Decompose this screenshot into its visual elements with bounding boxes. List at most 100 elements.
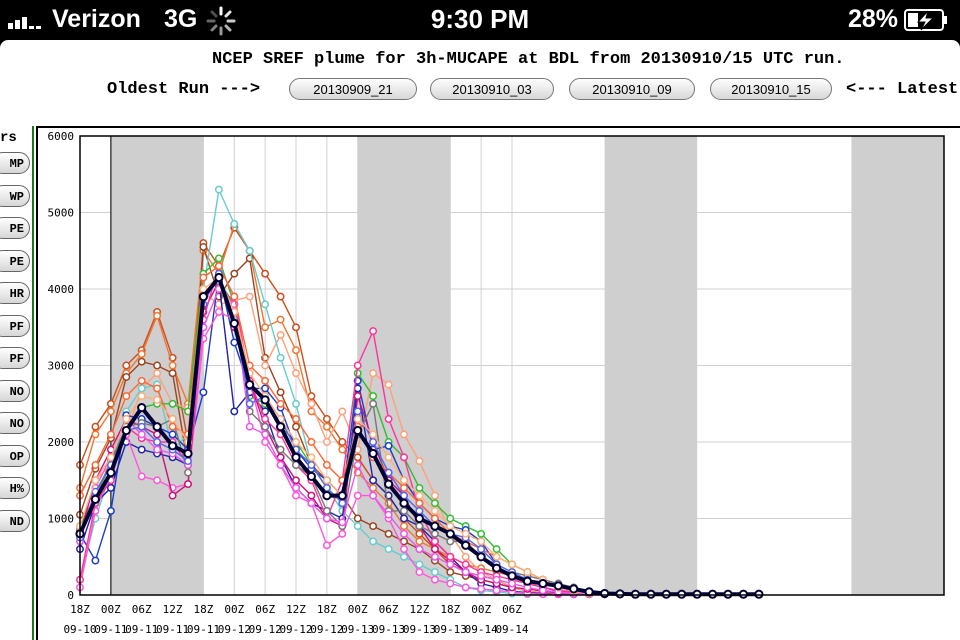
data-point (199, 242, 208, 251)
data-point (153, 445, 162, 454)
data-point (261, 376, 270, 385)
data-point (430, 529, 439, 538)
sidebar-param-button[interactable]: HR (0, 282, 30, 304)
x-tick-hour-label: 00Z (224, 603, 244, 616)
data-point (353, 361, 362, 370)
data-point (415, 529, 424, 538)
sidebar-param-button[interactable]: PF (0, 314, 30, 337)
x-tick-hour-label: 00Z (348, 603, 368, 616)
data-point (754, 589, 764, 599)
data-point (153, 476, 162, 485)
data-point (507, 571, 517, 581)
sidebar-header: rs (0, 130, 17, 146)
data-point (122, 392, 131, 401)
data-point (307, 499, 316, 508)
data-point (476, 552, 486, 562)
data-point (261, 415, 270, 423)
data-point (338, 445, 347, 454)
data-point (353, 407, 362, 416)
data-point (230, 407, 239, 416)
data-point (400, 522, 408, 531)
data-point (292, 415, 300, 423)
sidebar-param-button[interactable]: OP (0, 444, 30, 467)
sidebar-param-button[interactable]: ND (0, 509, 30, 532)
data-point (508, 560, 516, 569)
data-point (430, 506, 439, 515)
data-point (106, 453, 115, 462)
data-point (137, 350, 146, 358)
data-point (292, 422, 300, 431)
data-point (415, 483, 424, 492)
activity-spinner-icon (206, 6, 236, 36)
data-point (446, 514, 455, 523)
run-button-20130910-15[interactable]: 20130910_15 (710, 78, 832, 100)
data-point (214, 254, 223, 263)
sidebar-param-button[interactable]: PE (0, 249, 30, 272)
sidebar-param-button[interactable]: NO (0, 379, 30, 402)
data-point (276, 388, 285, 397)
data-point (91, 461, 100, 469)
data-point (415, 545, 424, 554)
x-tick-date-label: 09-10 (63, 623, 96, 636)
data-point (461, 560, 470, 569)
data-point (553, 581, 563, 591)
data-point (106, 430, 115, 439)
y-tick-label: 0 (67, 589, 74, 602)
data-point (446, 568, 455, 577)
data-point (276, 292, 285, 301)
data-point (245, 292, 254, 301)
sidebar-param-button[interactable]: PF (0, 347, 30, 369)
data-point (369, 438, 378, 446)
x-tick-hour-label: 00Z (101, 603, 121, 616)
sidebar-param-button[interactable]: MP (0, 152, 30, 174)
data-point (106, 506, 115, 515)
data-point (91, 556, 100, 565)
y-tick-label: 2000 (48, 436, 75, 449)
x-tick-date-label: 09-13 (341, 623, 374, 636)
status-bar: Verizon 3G 9:30 PM 28% (0, 0, 960, 40)
data-point (137, 376, 146, 385)
data-point (353, 491, 362, 500)
data-point (477, 584, 486, 593)
data-point (276, 315, 285, 324)
data-point (292, 323, 300, 332)
data-point (106, 407, 115, 416)
sidebar-param-button[interactable]: PE (0, 217, 30, 239)
data-point (168, 361, 177, 370)
x-tick-hour-label: 06Z (255, 603, 275, 616)
data-point (415, 568, 424, 577)
data-point (122, 415, 131, 423)
data-point (91, 430, 100, 439)
run-button-20130910-09[interactable]: 20130910_09 (569, 78, 695, 100)
data-point (384, 499, 393, 508)
data-point (400, 453, 408, 462)
data-point (369, 491, 378, 500)
data-point (569, 584, 579, 594)
signal-strength-icon (8, 17, 41, 29)
sidebar-param-button[interactable]: NO (0, 412, 30, 434)
data-point (338, 529, 347, 538)
parameter-sidebar: rs MP WP PE PE HR PF PF NO NO OP H% ND (0, 126, 34, 640)
run-selector: Oldest Run ---> 20130909_21 20130910_03 … (0, 77, 960, 105)
sidebar-param-button[interactable]: H% (0, 477, 30, 499)
data-point (322, 514, 331, 523)
data-point (137, 384, 146, 393)
sidebar-param-button[interactable]: WP (0, 184, 30, 207)
data-point (338, 518, 347, 527)
latest-run-label: <--- Latest (846, 80, 959, 99)
data-point (152, 422, 162, 432)
run-button-20130909-21[interactable]: 20130909_21 (289, 78, 417, 100)
run-button-20130910-03[interactable]: 20130910_03 (430, 78, 554, 100)
data-point (230, 220, 239, 228)
data-point (338, 438, 347, 446)
data-point (153, 395, 162, 404)
data-point (276, 445, 285, 454)
data-point (369, 430, 378, 439)
data-point (261, 422, 270, 431)
data-point (292, 346, 300, 355)
data-point (430, 514, 439, 523)
data-point (430, 568, 439, 577)
data-point (446, 579, 455, 588)
data-point (307, 399, 316, 408)
data-point (276, 353, 285, 362)
